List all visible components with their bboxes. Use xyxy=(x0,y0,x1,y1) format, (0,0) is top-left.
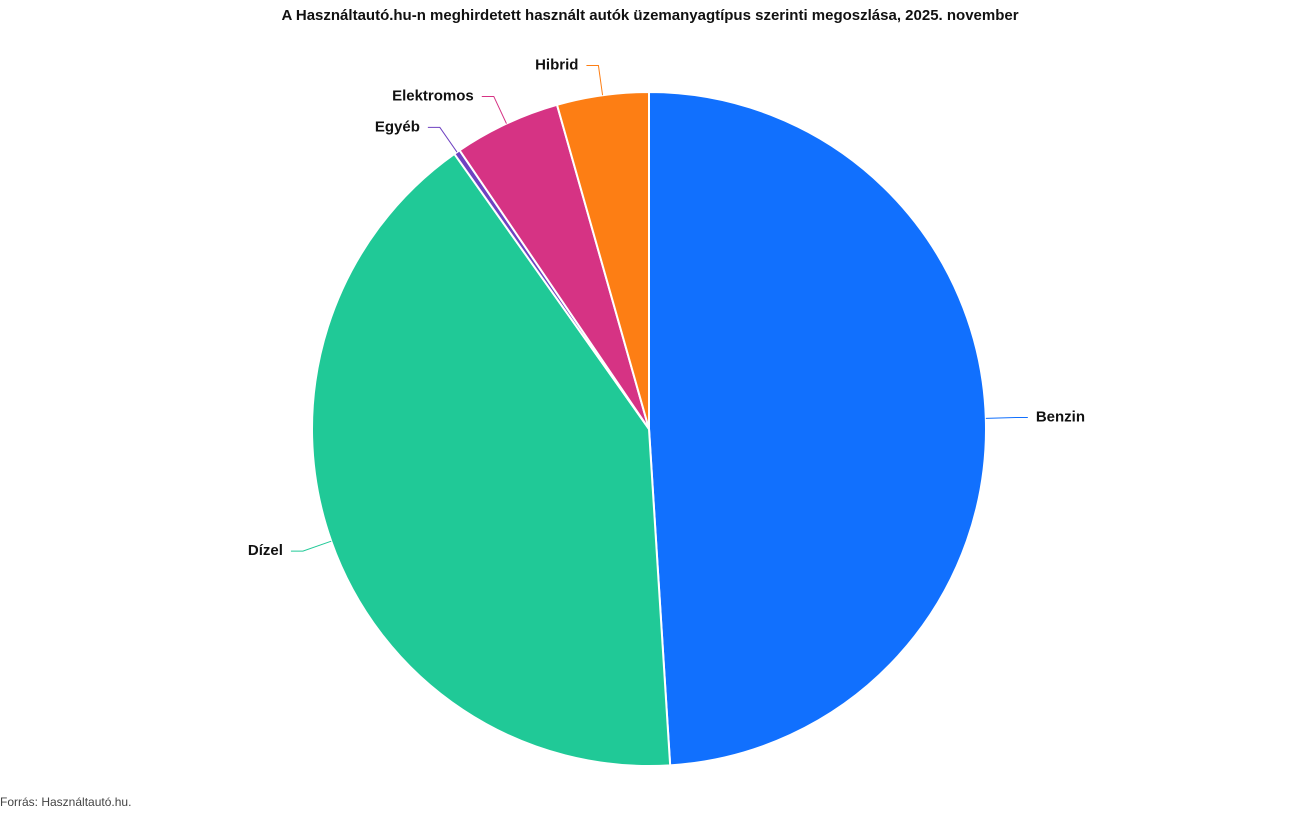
slice-label: Egyéb xyxy=(375,118,420,135)
slice-label: Hibrid xyxy=(535,56,578,73)
pie-slice xyxy=(311,152,672,767)
leader-line xyxy=(427,126,458,153)
pie-slice xyxy=(555,90,650,430)
leader-line xyxy=(586,65,604,96)
leader-line xyxy=(481,95,507,124)
slice-label: Dízel xyxy=(248,542,283,559)
slice-label: Elektromos xyxy=(392,87,474,104)
source-note: Forrás: Használtautó.hu. xyxy=(0,795,131,809)
pie-slice xyxy=(648,90,987,767)
chart-title: A Használtautó.hu-n meghirdetett használ… xyxy=(281,7,1018,24)
slice-label: Benzin xyxy=(1036,408,1085,425)
leader-line xyxy=(290,540,332,552)
leader-line xyxy=(985,416,1028,419)
